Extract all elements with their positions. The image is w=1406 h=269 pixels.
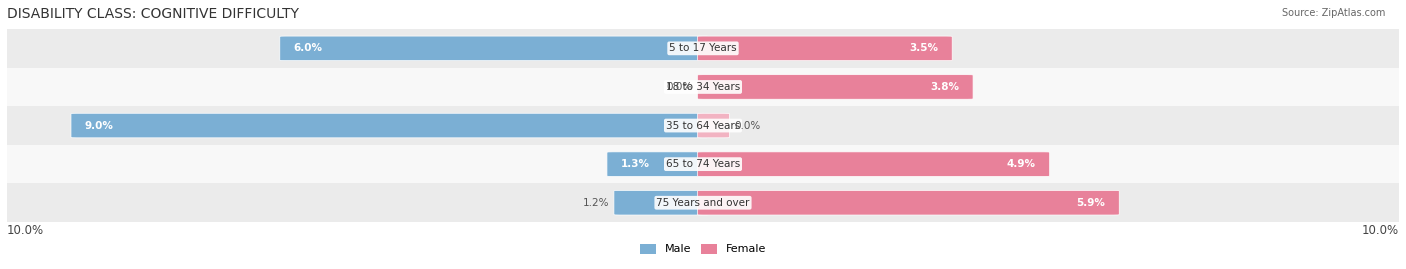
FancyBboxPatch shape bbox=[697, 190, 1119, 215]
Text: 65 to 74 Years: 65 to 74 Years bbox=[666, 159, 740, 169]
FancyBboxPatch shape bbox=[614, 190, 709, 215]
Text: Source: ZipAtlas.com: Source: ZipAtlas.com bbox=[1281, 8, 1385, 18]
FancyBboxPatch shape bbox=[280, 36, 709, 61]
Bar bbox=[7, 183, 1399, 222]
Text: 18 to 34 Years: 18 to 34 Years bbox=[666, 82, 740, 92]
Bar bbox=[7, 106, 1399, 145]
Text: 0.0%: 0.0% bbox=[666, 82, 693, 92]
Text: DISABILITY CLASS: COGNITIVE DIFFICULTY: DISABILITY CLASS: COGNITIVE DIFFICULTY bbox=[7, 7, 299, 21]
Text: 75 Years and over: 75 Years and over bbox=[657, 198, 749, 208]
Legend: Male, Female: Male, Female bbox=[636, 239, 770, 259]
Text: 5 to 17 Years: 5 to 17 Years bbox=[669, 43, 737, 53]
Bar bbox=[7, 29, 1399, 68]
Text: 35 to 64 Years: 35 to 64 Years bbox=[666, 121, 740, 130]
Text: 6.0%: 6.0% bbox=[294, 43, 323, 53]
Text: 5.9%: 5.9% bbox=[1077, 198, 1105, 208]
Text: 3.5%: 3.5% bbox=[910, 43, 938, 53]
FancyBboxPatch shape bbox=[697, 152, 1050, 176]
Text: 3.8%: 3.8% bbox=[931, 82, 959, 92]
Text: 1.2%: 1.2% bbox=[582, 198, 609, 208]
FancyBboxPatch shape bbox=[607, 152, 709, 176]
Text: 4.9%: 4.9% bbox=[1007, 159, 1036, 169]
Text: 10.0%: 10.0% bbox=[1362, 224, 1399, 237]
Bar bbox=[7, 145, 1399, 183]
Bar bbox=[7, 68, 1399, 106]
FancyBboxPatch shape bbox=[697, 75, 973, 99]
Text: 0.0%: 0.0% bbox=[734, 121, 761, 130]
Text: 1.3%: 1.3% bbox=[621, 159, 650, 169]
FancyBboxPatch shape bbox=[697, 113, 730, 138]
Text: 9.0%: 9.0% bbox=[84, 121, 114, 130]
Text: 10.0%: 10.0% bbox=[7, 224, 44, 237]
FancyBboxPatch shape bbox=[697, 36, 952, 61]
FancyBboxPatch shape bbox=[70, 113, 709, 138]
